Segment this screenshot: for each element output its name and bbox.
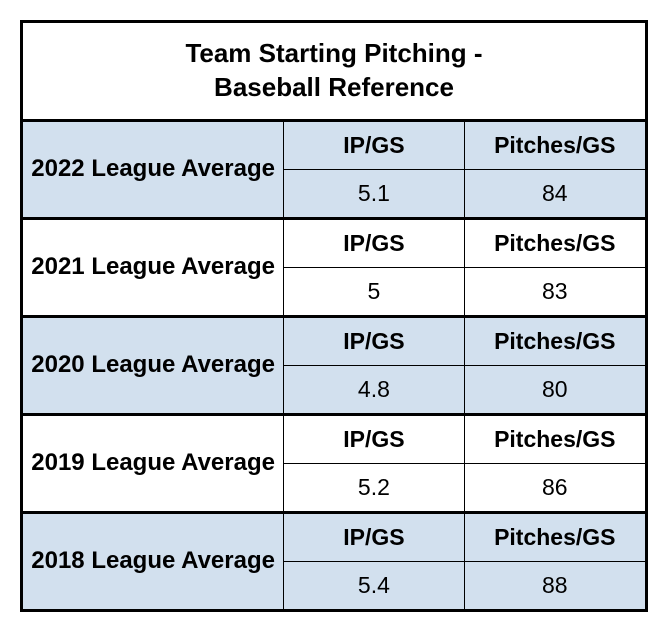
value-ipgs: 5.4 <box>284 562 464 609</box>
col-header-pitchesgs: Pitches/GS <box>465 514 645 561</box>
row-values: IP/GSPitches/GS4.880 <box>284 318 645 413</box>
col-header-ipgs: IP/GS <box>284 416 464 463</box>
table-row: 2021 League AverageIP/GSPitches/GS583 <box>23 220 645 318</box>
row-values: IP/GSPitches/GS5.286 <box>284 416 645 511</box>
col-header-ipgs: IP/GS <box>284 220 464 267</box>
value-pitchesgs: 86 <box>465 464 645 511</box>
table-title: Team Starting Pitching - Baseball Refere… <box>23 23 645 122</box>
value-ipgs: 5.1 <box>284 170 464 217</box>
pitching-table: Team Starting Pitching - Baseball Refere… <box>20 20 648 612</box>
row-label: 2022 League Average <box>23 122 284 217</box>
row-label: 2020 League Average <box>23 318 284 413</box>
row-label: 2021 League Average <box>23 220 284 315</box>
row-values: IP/GSPitches/GS583 <box>284 220 645 315</box>
value-pitchesgs: 80 <box>465 366 645 413</box>
value-pitchesgs: 88 <box>465 562 645 609</box>
col-header-ipgs: IP/GS <box>284 122 464 169</box>
row-label: 2018 League Average <box>23 514 284 609</box>
row-values: IP/GSPitches/GS5.488 <box>284 514 645 609</box>
col-header-ipgs: IP/GS <box>284 318 464 365</box>
col-header-ipgs: IP/GS <box>284 514 464 561</box>
title-line-2: Baseball Reference <box>214 72 454 102</box>
table-row: 2019 League AverageIP/GSPitches/GS5.286 <box>23 416 645 514</box>
col-header-pitchesgs: Pitches/GS <box>465 220 645 267</box>
value-pitchesgs: 84 <box>465 170 645 217</box>
table-row: 2022 League AverageIP/GSPitches/GS5.184 <box>23 122 645 220</box>
col-header-pitchesgs: Pitches/GS <box>465 318 645 365</box>
value-ipgs: 5.2 <box>284 464 464 511</box>
title-line-1: Team Starting Pitching - <box>185 38 482 68</box>
value-pitchesgs: 83 <box>465 268 645 315</box>
row-values: IP/GSPitches/GS5.184 <box>284 122 645 217</box>
table-row: 2020 League AverageIP/GSPitches/GS4.880 <box>23 318 645 416</box>
col-header-pitchesgs: Pitches/GS <box>465 122 645 169</box>
table-row: 2018 League AverageIP/GSPitches/GS5.488 <box>23 514 645 609</box>
value-ipgs: 4.8 <box>284 366 464 413</box>
row-label: 2019 League Average <box>23 416 284 511</box>
col-header-pitchesgs: Pitches/GS <box>465 416 645 463</box>
value-ipgs: 5 <box>284 268 464 315</box>
